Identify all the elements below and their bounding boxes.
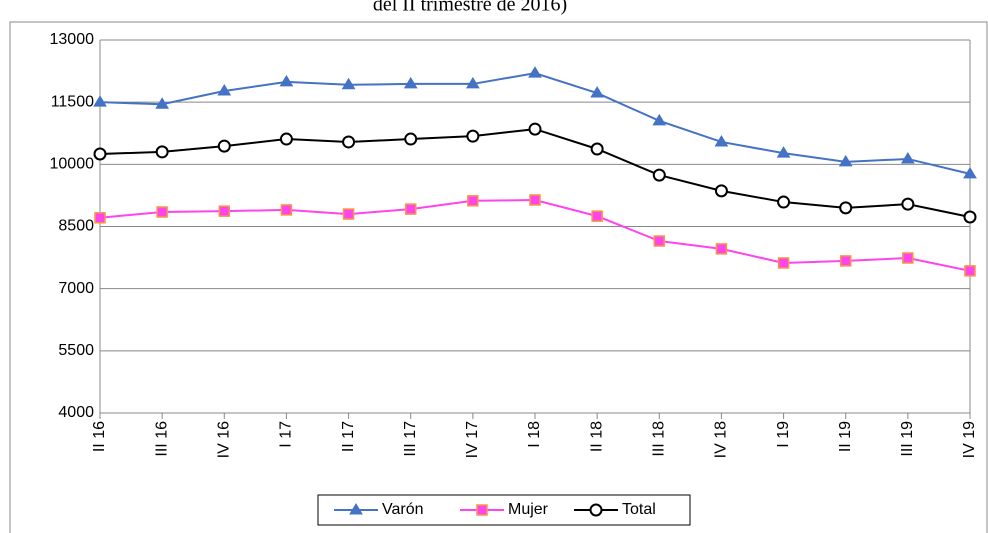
legend-label: Varón bbox=[382, 501, 424, 518]
marker bbox=[156, 206, 168, 218]
legend-label: Mujer bbox=[508, 501, 549, 518]
marker bbox=[217, 139, 231, 153]
marker bbox=[404, 132, 418, 146]
marker bbox=[839, 201, 853, 215]
marker bbox=[403, 76, 418, 89]
marker bbox=[900, 151, 915, 164]
x-tick-label: III 17 bbox=[402, 421, 419, 457]
marker bbox=[94, 212, 106, 224]
x-tick-label: II 17 bbox=[340, 421, 357, 452]
legend-marker bbox=[476, 504, 488, 516]
x-tick-label: I 19 bbox=[775, 421, 792, 448]
marker bbox=[715, 243, 728, 255]
marker bbox=[714, 184, 728, 198]
x-tick-label: III 19 bbox=[899, 421, 916, 457]
marker bbox=[838, 154, 853, 167]
marker bbox=[93, 147, 107, 161]
marker bbox=[279, 74, 294, 87]
marker bbox=[963, 210, 977, 224]
x-tick-label: I 18 bbox=[526, 421, 543, 448]
marker bbox=[777, 195, 791, 209]
marker bbox=[529, 194, 541, 206]
marker bbox=[839, 255, 852, 267]
legend-marker bbox=[349, 503, 363, 515]
marker bbox=[776, 146, 791, 158]
x-tick-label: III 16 bbox=[153, 421, 170, 457]
series-line bbox=[99, 198, 971, 272]
x-tick-label: II 16 bbox=[91, 421, 108, 452]
x-tick-label: III 18 bbox=[651, 421, 668, 457]
x-tick-label: II 19 bbox=[837, 421, 854, 452]
legend-marker bbox=[589, 503, 603, 517]
x-tick-label: II 18 bbox=[588, 421, 605, 452]
chart-title: del II trimestre de 2016) bbox=[373, 0, 567, 16]
marker bbox=[280, 204, 293, 216]
legend-label: Total bbox=[622, 501, 656, 518]
marker bbox=[155, 97, 170, 109]
marker bbox=[652, 168, 666, 182]
y-tick-label: 13000 bbox=[50, 31, 95, 48]
marker bbox=[528, 66, 542, 78]
marker bbox=[714, 134, 729, 147]
marker bbox=[528, 122, 542, 136]
marker bbox=[590, 142, 604, 156]
y-tick-label: 8500 bbox=[58, 218, 94, 235]
marker bbox=[653, 235, 666, 247]
y-tick-label: 7000 bbox=[58, 280, 94, 297]
marker bbox=[652, 113, 667, 126]
marker bbox=[279, 132, 293, 146]
x-tick-label: IV 18 bbox=[713, 421, 730, 458]
y-tick-label: 11500 bbox=[51, 93, 94, 110]
marker bbox=[218, 205, 231, 217]
x-tick-label: IV 19 bbox=[961, 421, 978, 458]
marker bbox=[591, 210, 603, 222]
x-tick-label: IV 16 bbox=[216, 421, 233, 458]
marker bbox=[466, 129, 480, 143]
marker bbox=[902, 252, 914, 264]
chart-border bbox=[9, 21, 988, 533]
marker bbox=[964, 265, 976, 277]
marker bbox=[901, 197, 915, 211]
marker bbox=[93, 95, 107, 107]
y-tick-label: 4000 bbox=[58, 404, 94, 421]
marker bbox=[155, 145, 169, 159]
marker bbox=[217, 84, 232, 96]
marker bbox=[342, 208, 355, 220]
marker bbox=[467, 195, 479, 207]
x-tick-label: I 17 bbox=[278, 421, 295, 448]
y-tick-label: 5500 bbox=[58, 342, 94, 359]
marker bbox=[777, 257, 790, 269]
y-tick-label: 10000 bbox=[50, 156, 95, 173]
marker bbox=[590, 86, 605, 98]
marker bbox=[342, 135, 356, 149]
marker bbox=[963, 166, 977, 179]
marker bbox=[404, 203, 417, 215]
marker bbox=[465, 76, 480, 89]
x-tick-label: IV 17 bbox=[464, 421, 481, 458]
marker bbox=[341, 77, 356, 90]
